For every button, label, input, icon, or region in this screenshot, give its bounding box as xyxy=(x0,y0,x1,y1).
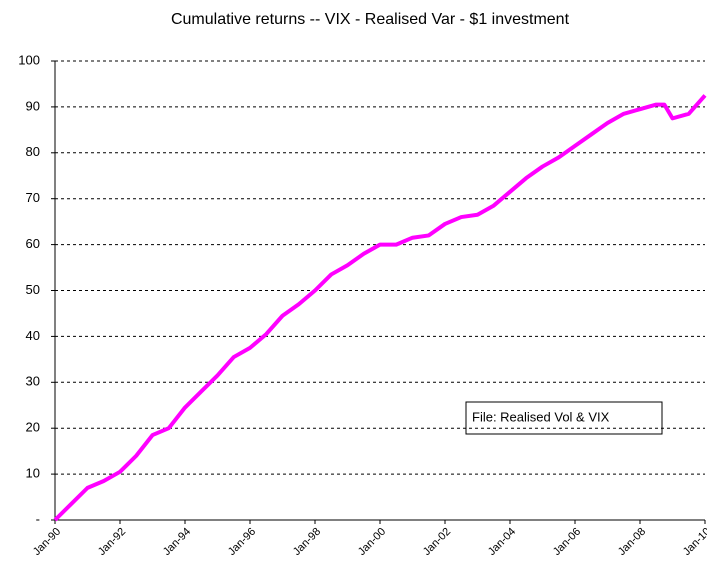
y-tick-label: 30 xyxy=(26,374,40,389)
x-tick-label: Jan-06 xyxy=(551,526,583,558)
annotation-box xyxy=(465,401,663,435)
y-tick-label: 40 xyxy=(26,328,40,343)
y-tick-label: 20 xyxy=(26,420,40,435)
series-line xyxy=(53,94,707,522)
chart-title: Cumulative returns -- VIX - Realised Var… xyxy=(171,11,570,28)
x-tick-label: Jan-00 xyxy=(356,526,388,558)
x-tick-label: Jan-10 xyxy=(681,526,707,558)
y-tick-label: 50 xyxy=(26,282,40,297)
annotation: File: Realised Vol & VIX xyxy=(472,409,610,424)
x-tick-label: Jan-02 xyxy=(421,526,453,558)
y-tick-label: 90 xyxy=(26,98,40,113)
x-tick-label: Jan-94 xyxy=(161,526,193,558)
y-tick-label: 60 xyxy=(26,236,40,251)
x-tick-label: Jan-98 xyxy=(291,526,323,558)
y-tick-label: - xyxy=(36,511,40,526)
x-tick-label: Jan-08 xyxy=(616,526,648,558)
y-tick-label: 10 xyxy=(26,466,40,481)
x-tick-label: Jan-90 xyxy=(31,526,63,558)
y-tick-label: 100 xyxy=(18,52,40,67)
x-tick-label: Jan-96 xyxy=(226,526,258,558)
x-tick-label: Jan-92 xyxy=(96,526,128,558)
y-tick-label: 70 xyxy=(26,190,40,205)
x-tick-label: Jan-04 xyxy=(486,526,518,558)
y-tick-label: 80 xyxy=(26,144,40,159)
